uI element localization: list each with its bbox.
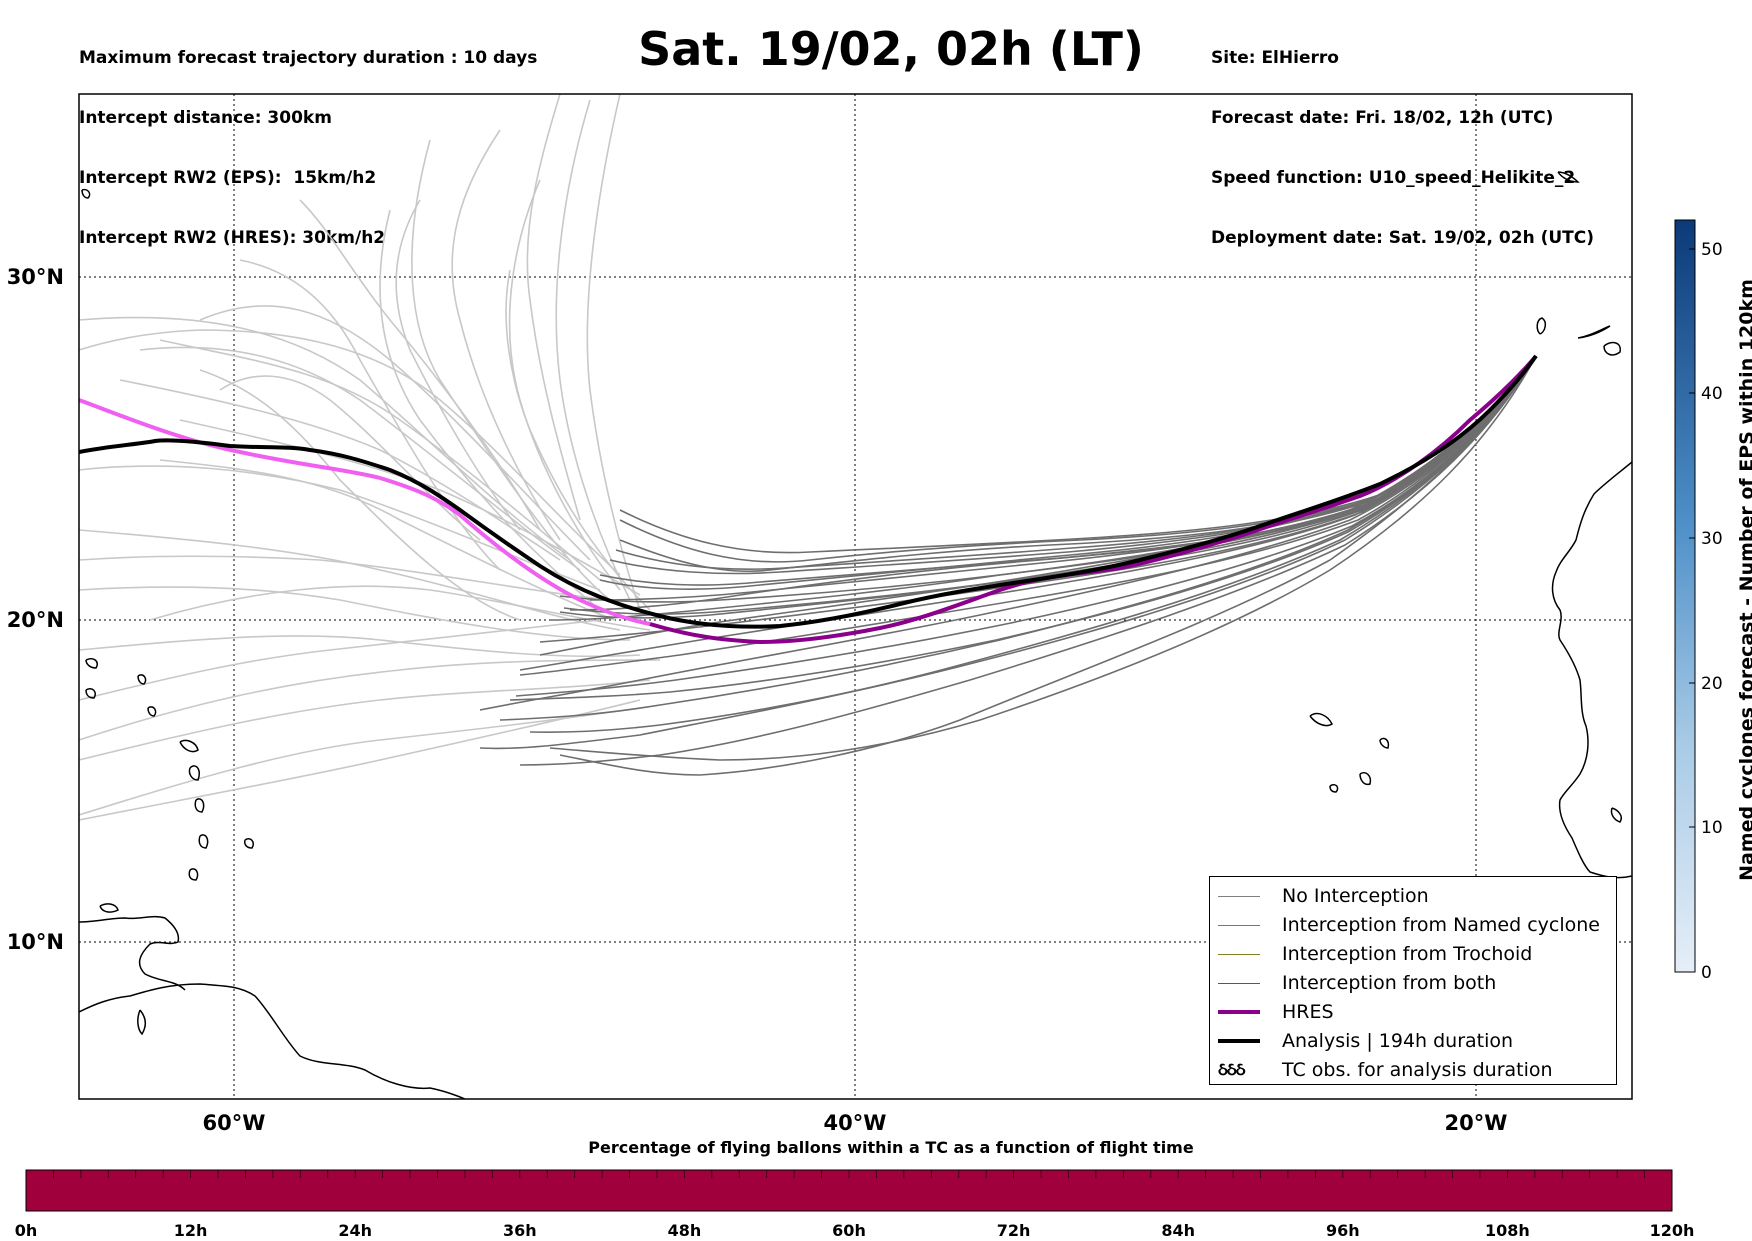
header-left-line: Intercept RW2 (EPS): 15km/h2 [79,168,377,188]
header-info-right: Site: ElHierro Forecast date: Fri. 18/02… [1211,8,1594,268]
legend-item: Analysis | 194h duration [1210,1026,1616,1055]
colorbar-tick-label: 40 [1701,384,1723,404]
legend-label: HRES [1282,1000,1334,1023]
lat-tick-10n: 10°N [7,930,64,954]
cyclone-symbol-icon: ઠઠઠ [1218,1059,1246,1080]
legend-label: Interception from Named cyclone [1282,913,1600,936]
legend-item: ઠઠઠ TC obs. for analysis duration [1210,1055,1616,1084]
legend-label: Analysis | 194h duration [1282,1029,1514,1052]
flight-time-tick-label: 108h [1485,1221,1530,1240]
flight-time-colorbar-labels: 0h 12h 24h 36h 48h 60h 72h 84h 96h 108h 120h [15,1221,1695,1240]
header-right-line: Forecast date: Fri. 18/02, 12h (UTC) [1211,108,1554,128]
colorbar-tick-label: 20 [1701,674,1723,694]
flight-time-tick-label: 24h [338,1221,372,1240]
flight-time-tick-label: 12h [174,1221,208,1240]
legend-swatch [1218,976,1260,990]
colorbar-tick-label: 10 [1701,818,1723,838]
legend-swatch [1218,889,1260,903]
header-left-line: Intercept RW2 (HRES): 30km/h2 [79,228,386,248]
legend-label: No Interception [1282,884,1429,907]
header-left-line: Maximum forecast trajectory duration : 1… [79,48,538,68]
lon-tick-20w: 20°W [1445,1111,1508,1135]
hres-trajectory-early [79,398,651,626]
flight-time-tick-label: 96h [1326,1221,1360,1240]
flight-time-tick-label: 84h [1161,1221,1195,1240]
eps-past-trajectories [79,94,661,821]
legend-swatch [1218,1034,1260,1048]
flight-time-colorbar-ticks [53,1170,1645,1178]
lon-tick-40w: 40°W [824,1111,887,1135]
lat-tick-30n: 30°N [7,265,64,289]
eps-no-interception-trajectories [479,355,1537,776]
flight-time-tick-label: 0h [15,1221,38,1240]
legend-label: TC obs. for analysis duration [1282,1058,1553,1081]
colorbar-tick-label: 0 [1701,963,1712,983]
legend-item: Interception from Named cyclone [1210,910,1616,939]
flight-time-tick-label: 120h [1650,1221,1695,1240]
map-gridlines [79,94,1632,1099]
header-right-line: Deployment date: Sat. 19/02, 02h (UTC) [1211,228,1595,248]
flight-time-tick-label: 36h [503,1221,537,1240]
map-frame [78,93,1633,1100]
map-legend: No Interception Interception from Named … [1209,876,1617,1085]
analysis-trajectory [79,354,1538,629]
header-right-line: Speed function: U10_speed_Helikite_2 [1211,168,1576,188]
page-title: Sat. 19/02, 02h (LT) [638,22,1144,76]
legend-swatch [1218,947,1260,961]
legend-label: Interception from Trochoid [1282,942,1533,965]
header-right-line: Site: ElHierro [1211,48,1339,68]
coastlines [79,171,1632,1099]
legend-label: Interception from both [1282,971,1497,994]
flight-time-tick-label: 60h [832,1221,866,1240]
lat-tick-20n: 20°N [7,608,64,632]
colorbar-tick-label: 30 [1701,529,1723,549]
flight-time-tick-label: 48h [668,1221,702,1240]
header-left-line: Intercept distance: 300km [79,108,332,128]
legend-item: HRES [1210,997,1616,1026]
flight-time-tick-label: 72h [997,1221,1031,1240]
flight-time-colorbar-title: Percentage of flying ballons within a TC… [588,1138,1194,1157]
cyclone-colorbar-ticks [1689,248,1695,973]
legend-swatch [1218,1005,1260,1019]
lon-tick-60w: 60°W [203,1111,266,1135]
cyclone-colorbar-title: Named cyclones forecast - Number of EPS … [1736,279,1752,881]
header-info-left: Maximum forecast trajectory duration : 1… [79,8,537,268]
cyclone-colorbar [1674,219,1696,973]
legend-item: No Interception [1210,881,1616,910]
legend-swatch [1218,918,1260,932]
legend-item: Interception from Trochoid [1210,939,1616,968]
colorbar-tick-label: 50 [1701,240,1723,260]
legend-item: Interception from both [1210,968,1616,997]
